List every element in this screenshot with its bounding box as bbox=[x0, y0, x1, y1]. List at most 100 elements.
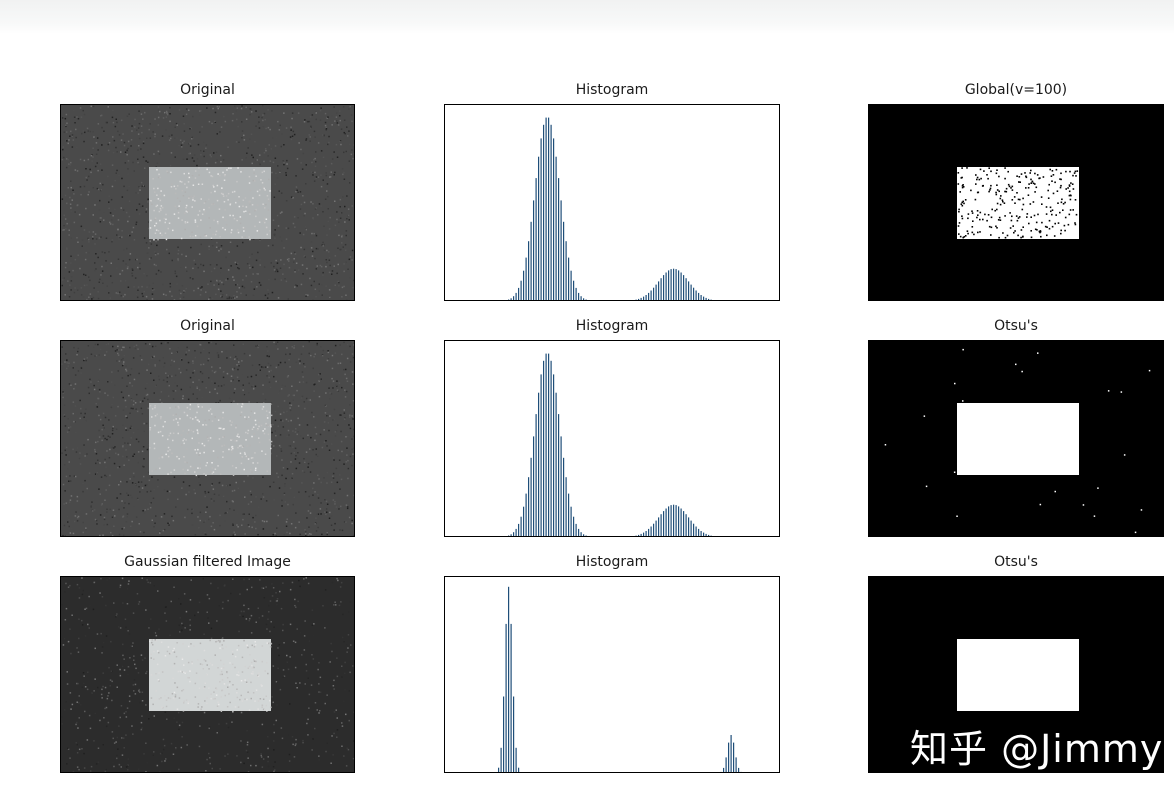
noise-pixel bbox=[230, 375, 233, 377]
noise-pixel bbox=[103, 415, 106, 417]
noise-pixel bbox=[105, 351, 108, 353]
noise-pixel bbox=[155, 240, 157, 243]
noise-pixel bbox=[155, 634, 158, 637]
noise-pixel bbox=[247, 667, 249, 669]
noise-pixel bbox=[79, 169, 81, 171]
noise-pixel bbox=[150, 618, 152, 620]
noise-pixel bbox=[333, 711, 336, 713]
noise-pixel bbox=[222, 370, 225, 373]
noise-pixel bbox=[95, 153, 98, 155]
noise-pixel bbox=[158, 651, 160, 654]
noise-pixel bbox=[289, 532, 291, 535]
black-speck bbox=[962, 200, 964, 203]
noise-pixel bbox=[282, 582, 284, 584]
noise-pixel bbox=[313, 130, 316, 133]
noise-pixel bbox=[95, 142, 98, 144]
black-speck bbox=[1031, 180, 1034, 183]
histogram-bar bbox=[578, 292, 580, 300]
noise-pixel bbox=[268, 439, 271, 441]
white-speck bbox=[954, 382, 956, 385]
noise-pixel bbox=[154, 135, 156, 138]
noise-pixel bbox=[208, 518, 210, 521]
noise-pixel bbox=[217, 587, 219, 589]
noise-pixel bbox=[237, 368, 239, 371]
noise-pixel bbox=[139, 691, 141, 693]
noise-pixel bbox=[227, 686, 229, 688]
noise-pixel bbox=[164, 695, 166, 697]
noise-pixel bbox=[248, 665, 251, 668]
noise-pixel bbox=[183, 442, 185, 445]
noise-pixel bbox=[153, 153, 155, 155]
noise-pixel bbox=[310, 241, 313, 243]
noise-pixel bbox=[201, 406, 203, 408]
noise-pixel bbox=[111, 433, 114, 435]
histogram-bar bbox=[658, 281, 660, 300]
noise-pixel bbox=[338, 281, 340, 284]
black-speck bbox=[967, 217, 969, 220]
noise-pixel bbox=[277, 225, 280, 227]
noise-pixel bbox=[132, 161, 134, 164]
noise-pixel bbox=[315, 530, 318, 532]
noise-pixel bbox=[243, 604, 245, 607]
noise-pixel bbox=[252, 384, 254, 387]
noise-pixel bbox=[88, 472, 91, 474]
noise-pixel bbox=[351, 438, 353, 440]
noise-pixel bbox=[166, 650, 169, 653]
noise-pixel bbox=[345, 436, 347, 438]
noise-pixel bbox=[334, 120, 336, 122]
noise-pixel bbox=[187, 181, 190, 183]
noise-pixel bbox=[83, 140, 85, 143]
black-speck bbox=[1068, 213, 1071, 216]
black-speck bbox=[1073, 172, 1076, 174]
noise-pixel bbox=[203, 208, 205, 211]
noise-pixel bbox=[307, 462, 310, 465]
noise-pixel bbox=[318, 662, 320, 664]
noise-pixel bbox=[176, 721, 178, 723]
noise-pixel bbox=[74, 405, 77, 407]
noise-pixel bbox=[257, 428, 259, 430]
image-otsu-1 bbox=[869, 341, 1163, 536]
noise-pixel bbox=[77, 350, 79, 353]
noise-pixel bbox=[242, 241, 244, 244]
noise-pixel bbox=[275, 380, 277, 383]
noise-pixel bbox=[314, 353, 316, 355]
noise-pixel bbox=[127, 442, 129, 445]
noise-pixel bbox=[204, 495, 206, 498]
noise-pixel bbox=[334, 601, 336, 603]
noise-pixel bbox=[315, 207, 317, 209]
noise-pixel bbox=[256, 230, 259, 232]
noise-pixel bbox=[324, 198, 327, 200]
noise-pixel bbox=[296, 389, 298, 392]
noise-pixel bbox=[224, 755, 226, 757]
noise-pixel bbox=[348, 611, 350, 613]
noise-pixel bbox=[122, 445, 124, 447]
noise-pixel bbox=[317, 381, 319, 383]
noise-pixel bbox=[116, 349, 118, 351]
noise-pixel bbox=[173, 137, 176, 140]
noise-pixel bbox=[197, 611, 199, 614]
noise-pixel bbox=[172, 697, 175, 699]
black-speck bbox=[991, 208, 993, 211]
noise-pixel bbox=[211, 175, 214, 178]
noise-pixel bbox=[106, 579, 108, 581]
noise-pixel bbox=[230, 167, 232, 169]
histogram-bar bbox=[640, 297, 642, 300]
black-speck bbox=[989, 187, 992, 190]
noise-pixel bbox=[250, 469, 252, 471]
noise-pixel bbox=[223, 683, 226, 685]
noise-pixel bbox=[336, 122, 339, 124]
black-speck bbox=[1072, 188, 1075, 190]
noise-pixel bbox=[115, 741, 117, 743]
black-speck bbox=[1030, 178, 1032, 181]
noise-pixel bbox=[65, 125, 67, 128]
noise-pixel bbox=[353, 230, 354, 232]
noise-pixel bbox=[184, 516, 186, 519]
black-speck bbox=[1032, 182, 1035, 185]
noise-pixel bbox=[163, 194, 166, 197]
noise-pixel bbox=[270, 621, 272, 623]
noise-pixel bbox=[334, 352, 337, 354]
noise-pixel bbox=[177, 217, 180, 219]
noise-pixel bbox=[314, 288, 317, 290]
noise-pixel bbox=[332, 477, 335, 479]
noise-pixel bbox=[183, 140, 185, 142]
